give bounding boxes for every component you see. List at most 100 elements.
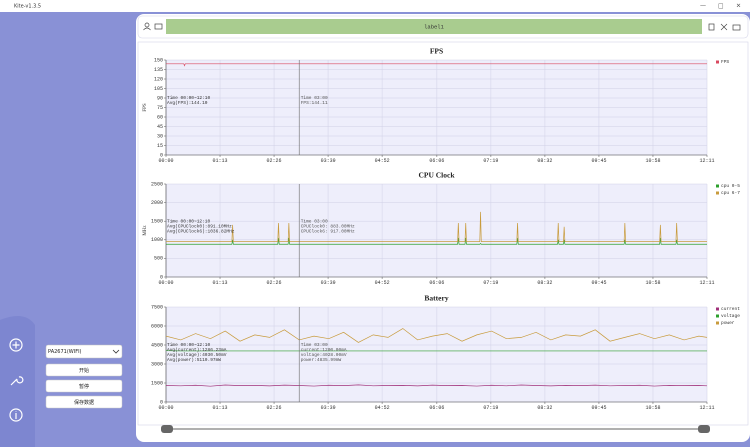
- minimize-button[interactable]: —: [700, 3, 706, 10]
- action-button-label: 保存数据: [74, 399, 94, 406]
- y-tick-label: 30: [157, 133, 163, 139]
- summary-text: Avg(CPUClock6):1036.82MHz: [167, 228, 235, 234]
- y-tick-label: 2000: [151, 200, 163, 206]
- legend-swatch: [716, 60, 719, 64]
- summary-text: Time 00:00~12:10: [167, 218, 211, 224]
- x-tick-label: 00:00: [158, 280, 173, 286]
- image-icon[interactable]: [154, 23, 163, 30]
- device-dropdown[interactable]: [45, 344, 123, 359]
- title-bar: [0, 0, 750, 12]
- x-tick-label: 04:52: [375, 405, 390, 411]
- x-tick-label: 09:45: [591, 405, 606, 411]
- label-box: [166, 19, 702, 34]
- x-tick-label: 07:19: [483, 158, 498, 164]
- add-icon[interactable]: [9, 338, 23, 352]
- x-tick-label: 01:13: [213, 158, 228, 164]
- x-tick-label: 03:39: [321, 158, 336, 164]
- y-tick-label: 0: [160, 399, 163, 405]
- scissors-icon[interactable]: [720, 23, 728, 31]
- series-line: [166, 237, 707, 245]
- x-tick-label: 08:32: [537, 405, 552, 411]
- y-tick-label: 150: [154, 57, 163, 63]
- folder-icon[interactable]: [732, 24, 741, 31]
- summary-text: Avg(FPS):144.10: [167, 100, 208, 106]
- plot-area: [166, 307, 707, 402]
- x-tick-label: 06:06: [429, 405, 444, 411]
- x-tick-label: 09:45: [591, 158, 606, 164]
- cursor-text: voltage:4028.00mV: [301, 352, 347, 358]
- summary-text: Time 00:00~12:10: [167, 342, 211, 348]
- x-tick-label: 09:45: [591, 280, 606, 286]
- series-line: [165, 384, 708, 387]
- action-button-label: 暂停: [79, 383, 89, 390]
- y-tick-label: 120: [154, 76, 163, 82]
- slider-handle-right[interactable]: [698, 425, 710, 433]
- legend-label: FPS: [721, 59, 729, 65]
- x-tick-label: 01:13: [213, 405, 228, 411]
- x-tick-label: 10:58: [645, 280, 660, 286]
- y-tick-label: 15: [157, 143, 163, 149]
- add-icon-cross: [12, 341, 20, 349]
- x-tick-label: 06:06: [429, 158, 444, 164]
- legend-swatch: [716, 321, 719, 325]
- cursor-text: CPUClock6: 917.00MHz: [301, 228, 355, 234]
- y-tick-label: 500: [154, 256, 163, 262]
- user-icon[interactable]: [144, 22, 150, 28]
- y-tick-label: 105: [154, 86, 163, 92]
- y-tick-label: 0: [160, 152, 163, 158]
- x-tick-label: 02:26: [267, 405, 282, 411]
- series-line: [166, 63, 707, 67]
- summary-text: Avg(current):1286.23mA: [167, 347, 227, 353]
- bookmark-icon[interactable]: [708, 23, 715, 31]
- x-tick-label: 02:26: [267, 280, 282, 286]
- info-icon[interactable]: [9, 408, 23, 422]
- cursor-text: Time 03:00: [301, 95, 328, 101]
- close-button[interactable]: ✕: [736, 3, 741, 10]
- x-tick-label: 08:32: [537, 280, 552, 286]
- x-tick-label: 12:11: [699, 280, 714, 286]
- series-line: [165, 328, 708, 343]
- legend-swatch: [716, 314, 719, 318]
- x-tick-label: 00:00: [158, 158, 173, 164]
- maximize-button[interactable]: □: [718, 3, 724, 10]
- y-tick-label: 1000: [151, 237, 163, 243]
- y-axis-label: FPS: [143, 103, 148, 112]
- y-tick-label: 7500: [151, 304, 163, 310]
- x-tick-label: 04:52: [375, 158, 390, 164]
- user-icon-body: [143, 27, 151, 31]
- x-tick-label: 01:13: [213, 280, 228, 286]
- y-tick-label: 3000: [151, 361, 163, 367]
- action-button[interactable]: [45, 363, 123, 377]
- summary-text: Avg(power):5110.97mW: [167, 357, 221, 363]
- action-button[interactable]: [45, 395, 123, 409]
- summary-text: Avg(voltage):4030.50mV: [167, 352, 227, 358]
- legend-label: current: [721, 306, 740, 312]
- x-tick-label: 03:39: [321, 280, 336, 286]
- y-tick-label: 60: [157, 114, 163, 120]
- legend-label: voltage: [721, 313, 740, 319]
- legend-label: cpu 6-7: [721, 190, 740, 196]
- x-tick-label: 02:26: [267, 158, 282, 164]
- sidebar-icons: [9, 338, 24, 422]
- action-button[interactable]: [45, 379, 123, 393]
- summary-text: Avg(CPUClock0):891.10MHz: [167, 223, 232, 229]
- label-text: label1: [424, 23, 445, 30]
- chart-title: CPU Clock: [418, 171, 455, 180]
- x-tick-label: 10:58: [645, 405, 660, 411]
- slider-handle-left[interactable]: [161, 425, 173, 433]
- y-tick-label: 1500: [151, 219, 163, 225]
- device-selected: PA2671(WIFI): [48, 349, 82, 355]
- window-title: Kite-v1.3.5: [14, 4, 41, 10]
- cursor-text: Time 03:00: [301, 218, 328, 224]
- summary-text: Time 00:00~12:10: [167, 95, 211, 101]
- cursor-text: power:4835.99mW: [301, 357, 342, 363]
- settings-icon[interactable]: [10, 376, 24, 386]
- cursor-text: Time 03:00: [301, 342, 328, 348]
- legend-swatch: [716, 191, 719, 195]
- y-tick-label: 1500: [151, 380, 163, 386]
- y-tick-label: 6000: [151, 323, 163, 329]
